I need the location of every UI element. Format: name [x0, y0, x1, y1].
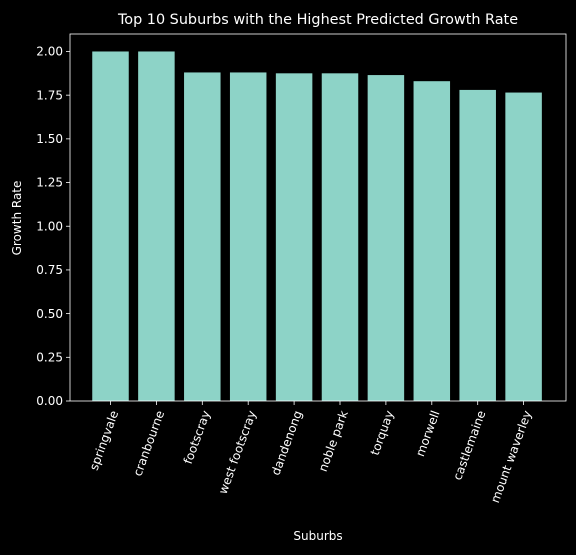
y-tick-label: 0.75	[36, 263, 63, 277]
x-tick-label: noble park	[316, 409, 351, 474]
x-tick-label: morwell	[413, 409, 443, 459]
x-axis: springvale cranbourne footscray west footsc…	[87, 401, 534, 505]
bar-5	[321, 73, 359, 401]
bar-2	[184, 72, 221, 401]
bar-9	[505, 92, 542, 402]
x-tick-label: footscray	[181, 409, 213, 466]
y-axis-label: Growth Rate	[10, 181, 24, 256]
x-tick-label: springvale	[87, 409, 122, 473]
bar-0	[92, 51, 129, 401]
y-tick-label: 1.25	[36, 176, 63, 190]
bar-7	[413, 81, 451, 401]
chart-title: Top 10 Suburbs with the Highest Predicte…	[117, 12, 518, 28]
y-tick-label: 1.00	[36, 219, 63, 233]
bar-1	[138, 51, 175, 401]
bars-group	[92, 51, 542, 402]
y-axis: 0.00 0.25 0.50 0.75 1.00 1.25 1.50 1.75 2.00	[36, 45, 70, 408]
y-tick-label: 2.00	[36, 45, 63, 59]
y-tick-label: 0.50	[36, 307, 63, 321]
y-tick-label: 0.00	[36, 394, 63, 408]
y-tick-label: 1.75	[36, 88, 63, 102]
plot-frame	[69, 33, 567, 402]
x-tick-label: torquay	[368, 409, 397, 457]
bar-6	[367, 75, 405, 401]
x-tick-label: mount waverley	[488, 409, 534, 505]
y-tick-label: 1.50	[36, 132, 63, 146]
x-tick-label: west footscray	[216, 409, 259, 496]
bar-8	[459, 89, 496, 402]
bar-4	[275, 73, 313, 401]
x-tick-label: cranbourne	[130, 409, 167, 478]
x-axis-label: Suburbs	[293, 529, 342, 543]
x-tick-label: dandenong	[269, 409, 305, 477]
x-tick-label: castlemaine	[450, 409, 488, 482]
bar-3	[229, 72, 267, 401]
y-tick-label: 0.25	[36, 351, 63, 365]
